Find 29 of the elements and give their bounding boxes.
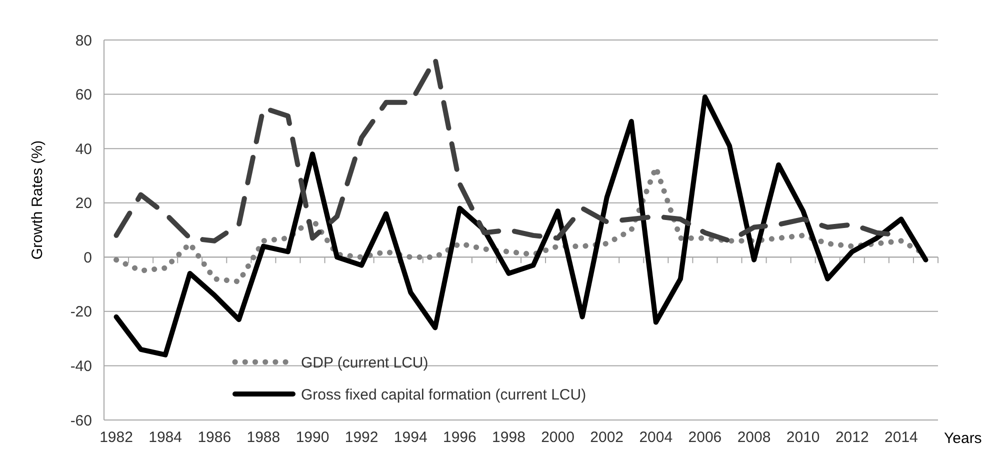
x-tick-label: 1996 xyxy=(442,429,476,446)
legend-label: GDP (current LCU) xyxy=(301,354,428,372)
y-axis-title: Growth Rates (%) xyxy=(29,140,46,260)
x-tick-label: 2004 xyxy=(639,429,673,446)
x-tick-label: 2000 xyxy=(541,429,574,446)
x-tick-label: 2014 xyxy=(884,429,918,446)
y-tick-label: 60 xyxy=(75,86,92,104)
x-tick-label: 1990 xyxy=(296,429,330,446)
x-tick-label: 1984 xyxy=(148,429,182,446)
x-tick-label: 2012 xyxy=(835,429,869,446)
x-tick-label: 1994 xyxy=(394,429,428,446)
y-tick-label: -40 xyxy=(70,358,92,375)
y-tick-label: -60 xyxy=(70,412,92,430)
y-tick-label: 20 xyxy=(75,195,92,212)
x-tick-label: 1988 xyxy=(246,429,280,446)
x-tick-label: 2002 xyxy=(590,429,624,446)
y-tick-label: 0 xyxy=(84,249,92,266)
y-tick-label: -20 xyxy=(70,304,92,321)
x-tick-label: 2010 xyxy=(786,429,820,446)
x-axis-title: Years xyxy=(944,430,982,447)
x-tick-label: 2006 xyxy=(688,429,722,446)
y-tick-label: 40 xyxy=(75,140,92,158)
x-tick-label: 1998 xyxy=(492,429,526,446)
x-tick-label: 2008 xyxy=(737,429,771,446)
x-tick-label: 1986 xyxy=(198,429,232,446)
legend-label: Gross fixed capital formation (current LCU) xyxy=(301,386,586,404)
x-tick-label: 1992 xyxy=(344,429,378,446)
x-tick-label: 1982 xyxy=(100,429,133,446)
y-tick-label: 80 xyxy=(75,32,92,50)
